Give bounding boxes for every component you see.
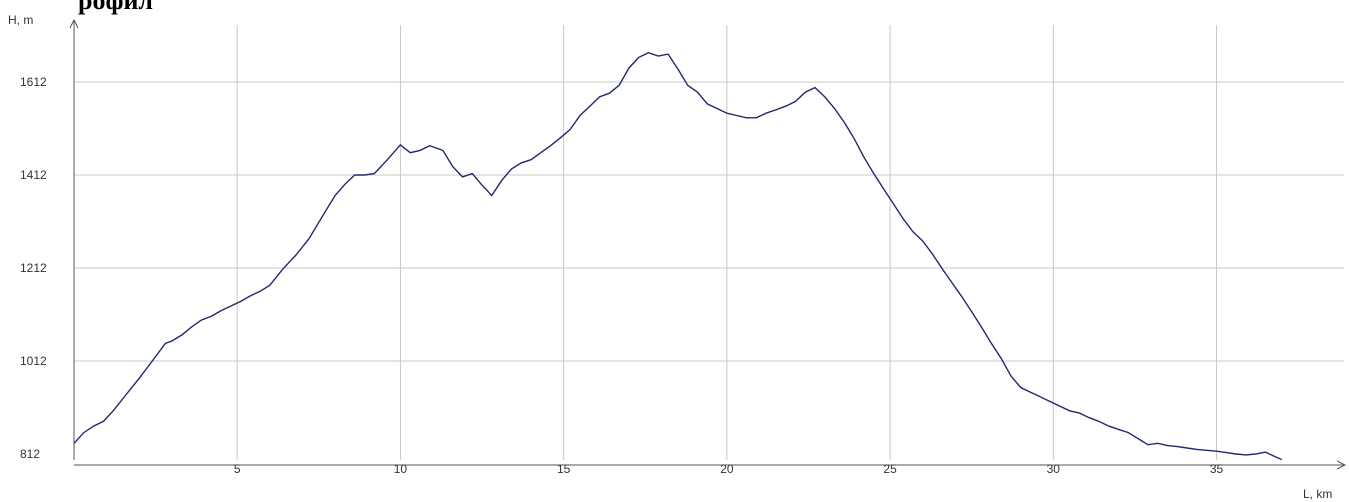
y-axis-arrow	[69, 18, 79, 29]
axis-layer	[69, 18, 1347, 470]
y-axis-label: H, m	[8, 13, 33, 27]
x-axis-label: L, km	[1303, 487, 1332, 501]
y-tick-label: 812	[20, 447, 40, 461]
grid-layer	[74, 25, 1344, 460]
series-layer	[73, 51, 1283, 461]
x-tick-label: 20	[720, 462, 734, 476]
y-tick-label: 1412	[20, 168, 47, 182]
x-tick-label: 25	[883, 462, 897, 476]
x-tick-label: 10	[394, 462, 408, 476]
y-tick-label: 1612	[20, 75, 47, 89]
tick-labels: 5 10 15 20 25 30 35 812 1012 1212 1412 1612	[20, 75, 1224, 476]
x-tick-label: 35	[1210, 462, 1224, 476]
x-tick-label: 15	[557, 462, 571, 476]
x-tick-label: 5	[234, 462, 241, 476]
x-tick-label: 30	[1047, 462, 1061, 476]
y-tick-label: 1212	[20, 261, 47, 275]
y-tick-label: 1012	[20, 354, 47, 368]
x-axis-arrow	[1336, 460, 1347, 470]
page-title-fragment: рофил	[78, 0, 154, 15]
elevation-series-line	[73, 51, 1283, 461]
